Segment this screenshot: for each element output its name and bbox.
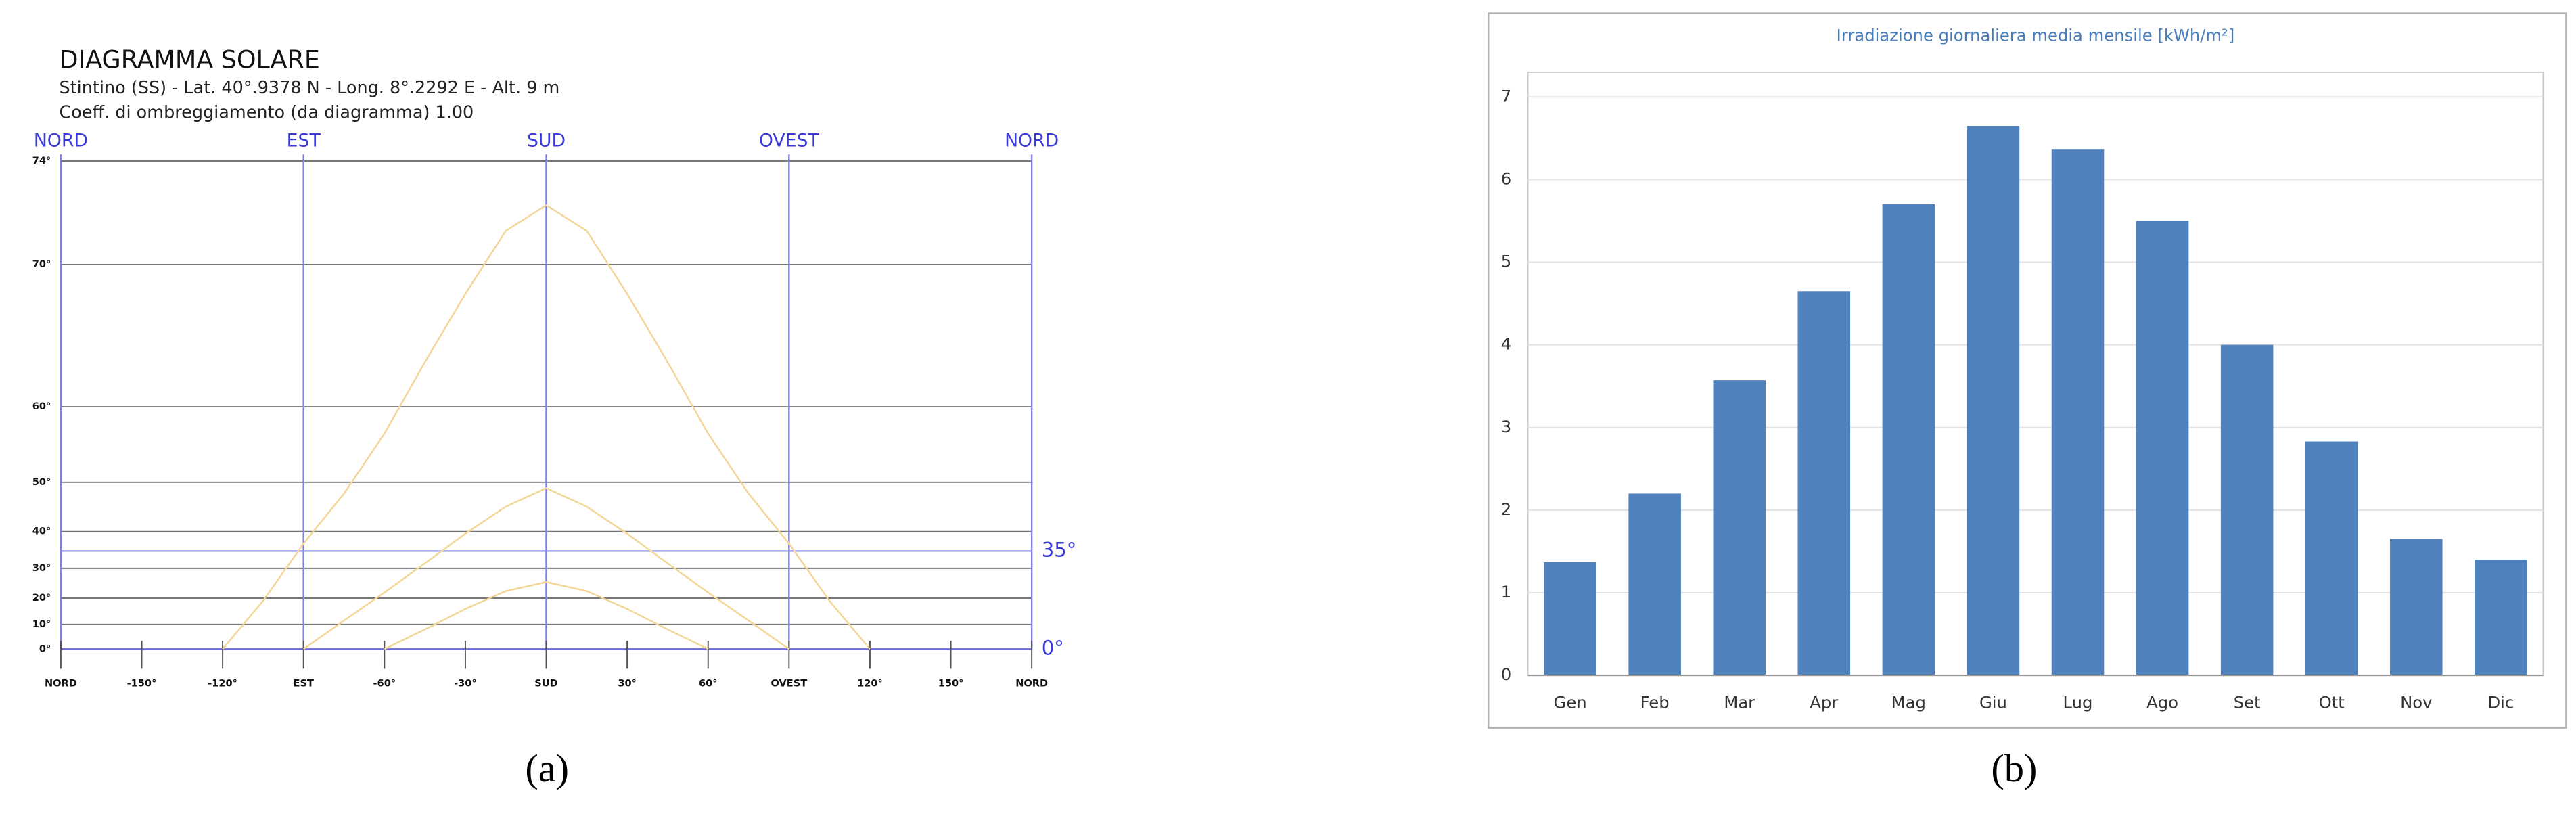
bar [2305,441,2358,676]
y-tick-label: 40° [32,526,51,537]
bar [2051,149,2104,676]
top-label: NORD [1005,130,1059,151]
x-tick-label: Apr [1810,692,1838,712]
bar [2136,221,2189,676]
y-tick-label: 74° [32,155,51,166]
y-tick-label: 6 [1501,168,1511,188]
x-tick-label: 150° [938,677,964,689]
bar [2475,560,2527,676]
y-tick-label: 2 [1501,499,1511,519]
bar [1882,204,1935,676]
y-tick-label: 70° [32,258,51,270]
bar [2390,539,2443,676]
x-tick-label: -150° [127,677,157,689]
caption: (b) [1991,746,2037,790]
bar [1628,493,1681,676]
y-tick-label: 30° [32,562,51,574]
sun-path [384,581,709,650]
x-tick-label: -120° [208,677,237,689]
chart-subtitle: Stintino (SS) - Lat. 40°.9378 N - Long. … [59,78,559,98]
plot-area [1527,71,2544,677]
x-tick-label: Ago [2146,692,2178,712]
x-tick-label: Set [2234,692,2261,712]
y-tick-label: 1 [1501,582,1511,602]
x-tick-label: 120° [857,677,883,689]
bar [1713,380,1766,676]
x-tick-label: -30° [454,677,477,689]
bar [2220,344,2274,676]
y-tick-label: 0° [39,643,51,654]
x-tick-label: -60° [373,677,396,689]
sun-path [222,204,871,650]
chart-title: Irradiazione giornaliera media mensile [… [1837,25,2235,45]
top-label: SUD [527,130,566,151]
x-tick-label: Giu [1979,692,2007,712]
chart-title: DIAGRAMMA SOLARE [59,45,319,74]
x-tick-label: SUD [534,677,557,689]
x-tick-label: 60° [699,677,718,689]
y-tick-label: 10° [32,618,51,630]
x-tick-label: Lug [2063,692,2093,712]
x-tick-label: EST [294,677,314,689]
y-tick-label: 7 [1501,86,1511,106]
x-tick-label: Dic [2487,692,2514,712]
x-tick-label: Mag [1891,692,1926,712]
caption: (a) [525,746,569,790]
top-label: NORD [34,130,88,151]
bar [1797,291,1851,676]
bar [1967,126,2020,676]
x-tick-label: Feb [1640,692,1670,712]
reference-label: 35° [1042,538,1077,561]
x-tick-label: Mar [1724,692,1755,712]
x-tick-label: Ott [2319,692,2345,712]
x-tick-label: NORD [45,677,77,689]
top-label: OVEST [759,130,820,151]
reference-label: 0° [1042,636,1064,659]
bar [1544,562,1596,676]
y-tick-label: 5 [1501,252,1511,271]
y-tick-label: 50° [32,476,51,488]
top-label: EST [287,130,321,151]
x-tick-label: 30° [618,677,637,689]
x-tick-label: Gen [1554,692,1587,712]
chart-subtitle: Coeff. di ombreggiamento (da diagramma) … [59,103,474,123]
y-tick-label: 60° [32,401,51,412]
y-tick-label: 20° [32,592,51,604]
sun-path [303,487,790,650]
x-tick-label: NORD [1015,677,1048,689]
y-tick-label: 0 [1501,664,1511,684]
x-tick-label: Nov [2400,692,2432,712]
y-tick-label: 3 [1501,417,1511,436]
x-tick-label: OVEST [771,677,808,689]
y-tick-label: 4 [1501,334,1511,354]
